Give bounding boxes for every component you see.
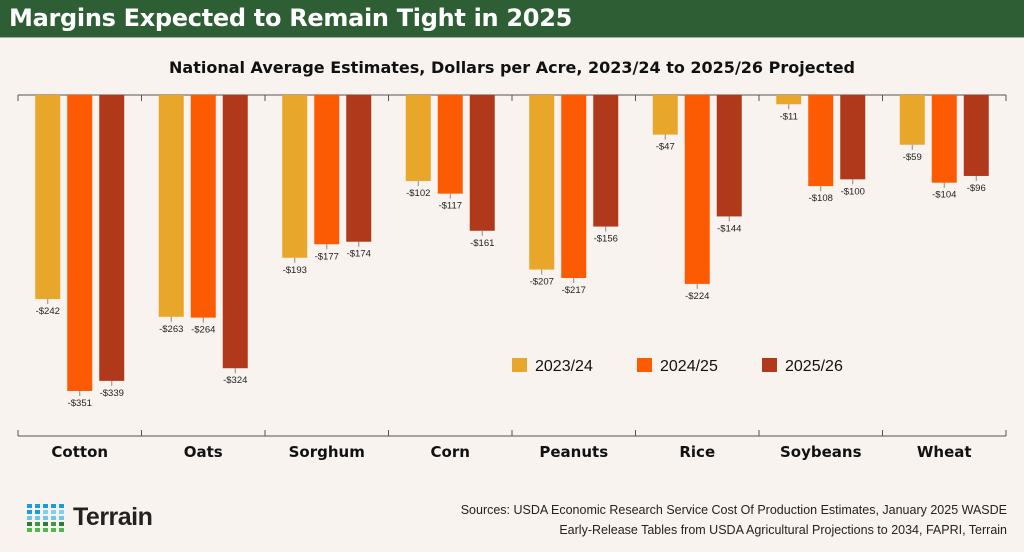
- bar-cotton-2025-26: [99, 95, 125, 381]
- data-label: -$144: [717, 223, 741, 234]
- data-label: -$156: [594, 234, 618, 245]
- terrain-logo: Terrain: [27, 503, 153, 532]
- data-label: -$242: [36, 306, 60, 317]
- logo-dot: [59, 515, 64, 520]
- data-label: -$193: [283, 265, 307, 276]
- logo-dot: [51, 521, 56, 526]
- data-label: -$217: [562, 285, 586, 296]
- logo-dot: [27, 509, 32, 514]
- data-label: -$59: [903, 152, 922, 163]
- data-label: -$174: [347, 249, 371, 260]
- logo-dot: [59, 527, 64, 532]
- logo-dot: [27, 515, 32, 520]
- logo-dot: [27, 527, 32, 532]
- legend-label: 2025/26: [785, 358, 843, 375]
- logo-dots-icon: [27, 503, 64, 532]
- bar-soybeans-2025-26: [840, 95, 866, 180]
- data-label: -$161: [470, 238, 494, 249]
- page-title: Margins Expected to Remain Tight in 2025: [9, 4, 572, 32]
- bar-oats-2025-26: [222, 95, 248, 369]
- bar-rice-2024-25: [684, 95, 710, 284]
- logo-dot: [43, 521, 48, 526]
- title-banner: Margins Expected to Remain Tight in 2025: [0, 0, 1024, 38]
- data-label: -$11: [780, 111, 798, 122]
- logo-dot: [59, 509, 64, 514]
- logo-dot: [35, 503, 40, 508]
- data-label: -$100: [841, 186, 865, 197]
- category-label-soybeans: Soybeans: [780, 443, 862, 461]
- data-label: -$264: [191, 325, 215, 336]
- bar-rice-2023-24: [652, 95, 678, 135]
- data-label: -$351: [68, 398, 92, 409]
- category-label-wheat: Wheat: [917, 443, 972, 461]
- bar-corn-2025-26: [469, 95, 495, 231]
- logo-dot: [35, 527, 40, 532]
- data-label: -$96: [967, 183, 986, 194]
- bar-corn-2023-24: [405, 95, 431, 182]
- logo-dot: [35, 521, 40, 526]
- logo-dot: [27, 503, 32, 508]
- category-label-oats: Oats: [184, 443, 223, 461]
- bar-oats-2024-25: [190, 95, 216, 318]
- logo-dot: [43, 527, 48, 532]
- bar-cotton-2023-24: [35, 95, 61, 300]
- category-label-rice: Rice: [679, 443, 715, 461]
- logo-dot: [51, 515, 56, 520]
- bar-soybeans-2023-24: [776, 95, 802, 105]
- bar-sorghum-2024-25: [314, 95, 340, 245]
- bar-sorghum-2025-26: [346, 95, 372, 242]
- category-label-peanuts: Peanuts: [539, 443, 608, 461]
- logo-dot: [35, 515, 40, 520]
- category-label-cotton: Cotton: [51, 443, 108, 461]
- sources-note: Sources: USDA Economic Research Service …: [461, 500, 1007, 540]
- legend-swatch: [762, 358, 777, 372]
- data-label: -$102: [406, 188, 430, 199]
- bar-rice-2025-26: [716, 95, 742, 217]
- data-label: -$324: [223, 375, 247, 386]
- data-label: -$47: [656, 142, 675, 153]
- bar-peanuts-2024-25: [561, 95, 587, 278]
- data-label: -$339: [100, 388, 124, 399]
- data-label: -$104: [932, 190, 956, 201]
- logo-dot: [43, 509, 48, 514]
- data-label: -$207: [530, 277, 554, 288]
- bar-wheat-2025-26: [963, 95, 989, 176]
- logo-text: Terrain: [73, 503, 153, 531]
- bar-wheat-2024-25: [931, 95, 957, 183]
- logo-dot: [51, 503, 56, 508]
- chart-title: National Average Estimates, Dollars per …: [169, 58, 855, 77]
- bar-oats-2023-24: [158, 95, 184, 317]
- logo-dot: [35, 509, 40, 514]
- bar-corn-2024-25: [437, 95, 463, 194]
- bar-soybeans-2024-25: [808, 95, 834, 187]
- data-label: -$177: [315, 251, 339, 262]
- legend-swatch: [637, 358, 652, 372]
- bar-peanuts-2025-26: [593, 95, 619, 227]
- logo-dot: [27, 521, 32, 526]
- bar-sorghum-2023-24: [282, 95, 308, 258]
- logo-dot: [59, 503, 64, 508]
- legend-label: 2023/24: [535, 358, 593, 375]
- logo-dot: [51, 509, 56, 514]
- data-label: -$108: [809, 193, 833, 204]
- logo-dot: [51, 527, 56, 532]
- data-label: -$117: [438, 201, 462, 212]
- logo-dot: [59, 521, 64, 526]
- category-label-sorghum: Sorghum: [289, 443, 365, 461]
- data-label: -$224: [685, 291, 709, 302]
- legend-label: 2024/25: [660, 358, 718, 375]
- data-label: -$263: [159, 324, 183, 335]
- bar-peanuts-2023-24: [529, 95, 555, 270]
- sources-line-2: Early-Release Tables from USDA Agricultu…: [559, 523, 1007, 537]
- legend-swatch: [512, 358, 527, 372]
- sources-line-1: Sources: USDA Economic Research Service …: [460, 503, 1007, 517]
- category-label-corn: Corn: [431, 443, 470, 461]
- logo-dot: [43, 503, 48, 508]
- logo-dot: [43, 515, 48, 520]
- bar-wheat-2023-24: [899, 95, 925, 145]
- bar-cotton-2024-25: [67, 95, 93, 391]
